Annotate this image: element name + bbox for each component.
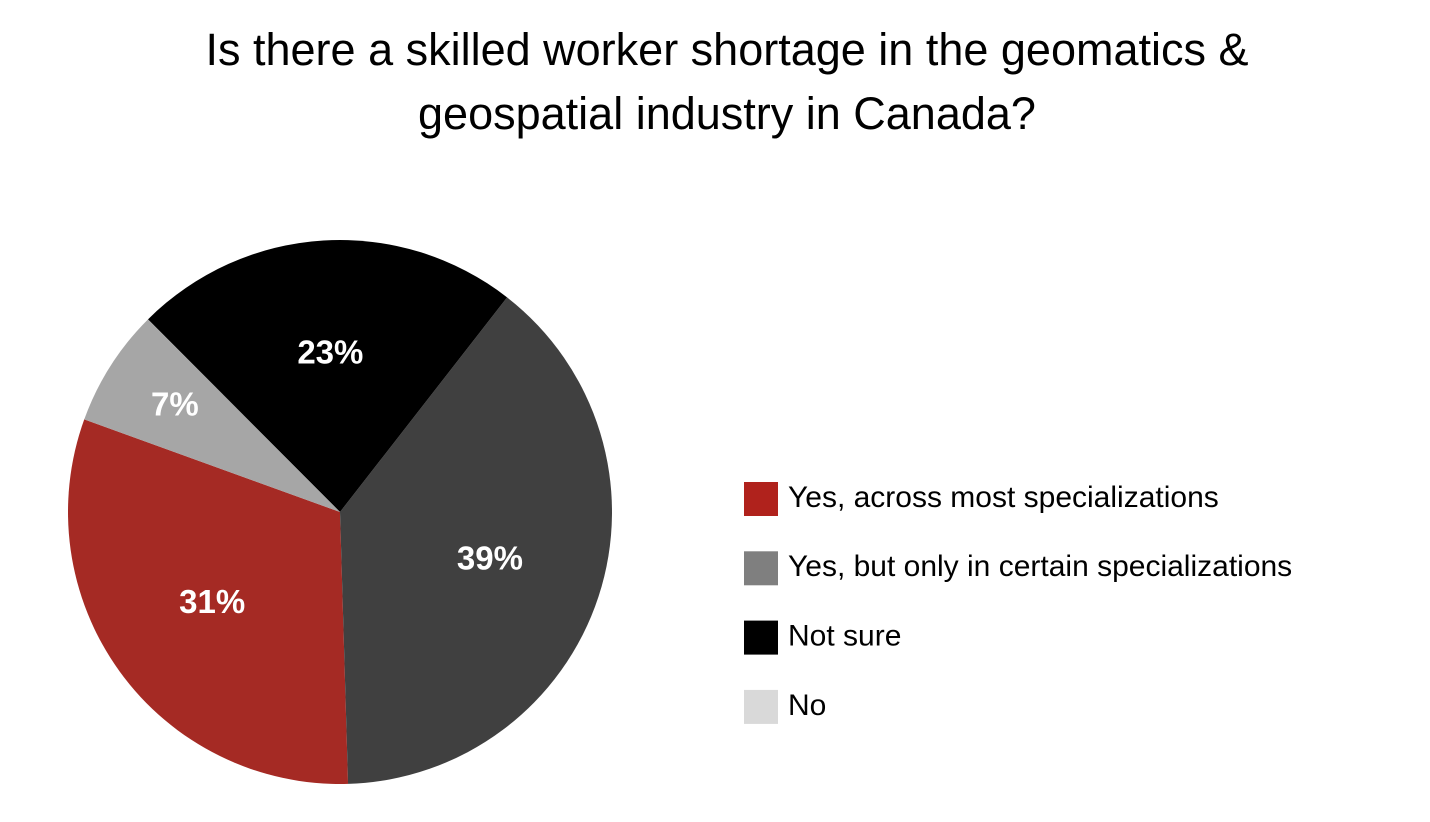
chart-title: Is there a skilled worker shortage in th… — [205, 24, 1249, 139]
legend-swatch — [744, 689, 778, 724]
legend-label: Yes, but only in certain specializations — [788, 550, 1292, 583]
legend-swatch — [744, 551, 778, 586]
pie-slice — [84, 319, 340, 512]
legend-label: No — [788, 689, 826, 722]
slice-label: 39% — [457, 540, 523, 577]
slice-label: 31% — [179, 583, 245, 620]
pie-slice — [148, 240, 508, 513]
legend-swatch — [744, 482, 778, 516]
legend-label: Yes, across most specializations — [788, 481, 1219, 514]
legend-swatch — [744, 620, 778, 655]
pie-slice — [67, 419, 349, 784]
slice-label: 7% — [151, 385, 199, 422]
legend-label: Not sure — [788, 620, 901, 653]
pie-slice — [340, 297, 613, 784]
slice-label: 23% — [297, 333, 363, 370]
